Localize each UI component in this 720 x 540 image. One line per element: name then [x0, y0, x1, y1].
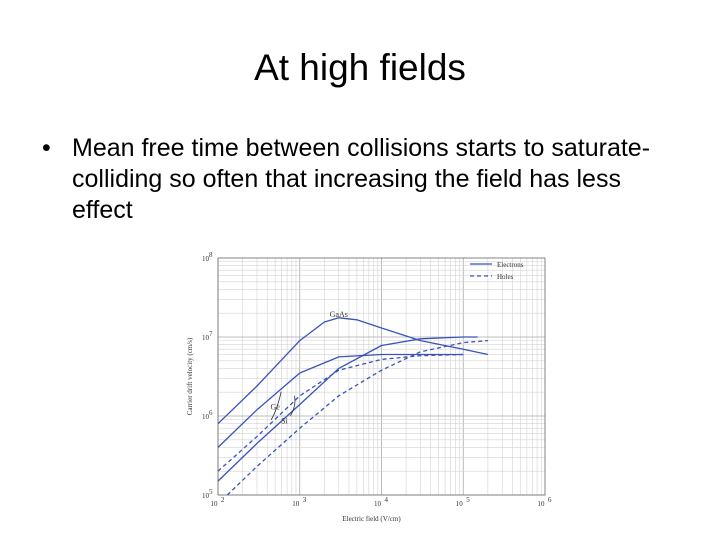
- x-tick-label: 10: [456, 500, 464, 508]
- legend-label: Holes: [497, 273, 514, 281]
- plot-frame: [217, 257, 546, 496]
- y-tick-label: 10: [202, 413, 210, 421]
- y-tick-exponent: 5: [209, 488, 213, 496]
- drift-velocity-chart: 10 2 10 3 10 4 10 5 10 6 10 5 10 6 10 7 10 8 Electric fiel…: [185, 250, 555, 525]
- si-arrow-icon: [290, 395, 296, 416]
- series-line-3: [217, 353, 464, 472]
- y-tick-exponent: 8: [209, 251, 213, 259]
- curve-annotation: GaAs: [330, 310, 348, 319]
- y-tick-label: 10: [202, 255, 210, 263]
- x-tick-exponent: 6: [548, 496, 552, 504]
- y-axis-label: Carrier drift velocity (cm/s): [186, 337, 194, 415]
- slide-title: At high fields: [254, 47, 466, 88]
- x-tick-exponent: 5: [466, 496, 470, 504]
- ge-arrow-icon: [270, 391, 282, 420]
- x-tick-exponent: 3: [303, 496, 307, 504]
- curve-annotation: Ge: [270, 403, 280, 412]
- x-tick-exponent: 2: [221, 496, 225, 504]
- y-tick-exponent: 7: [209, 330, 213, 338]
- x-axis-label: Electric field (V/cm): [342, 515, 401, 523]
- series-line-0: [217, 317, 489, 425]
- y-tick-label: 10: [202, 492, 210, 500]
- curve-annotation: Si: [281, 417, 288, 426]
- series-line-4: [226, 339, 488, 496]
- series-line-2: [217, 336, 478, 482]
- x-tick-label: 10: [211, 500, 219, 508]
- series-line-1: [217, 353, 464, 448]
- y-tick-label: 10: [202, 334, 210, 342]
- x-tick-label: 10: [538, 500, 546, 508]
- bullet-text: Mean free time between collisions starts…: [72, 134, 651, 224]
- legend-label: Electrons: [497, 261, 524, 269]
- bullet-dot-icon: •: [42, 134, 51, 162]
- y-tick-exponent: 6: [209, 409, 213, 417]
- bullet-list: • Mean free time between collisions star…: [38, 133, 678, 226]
- x-tick-label: 10: [374, 500, 382, 508]
- x-tick-exponent: 4: [385, 496, 389, 504]
- x-tick-label: 10: [292, 500, 300, 508]
- bullet-item: • Mean free time between collisions star…: [38, 133, 678, 226]
